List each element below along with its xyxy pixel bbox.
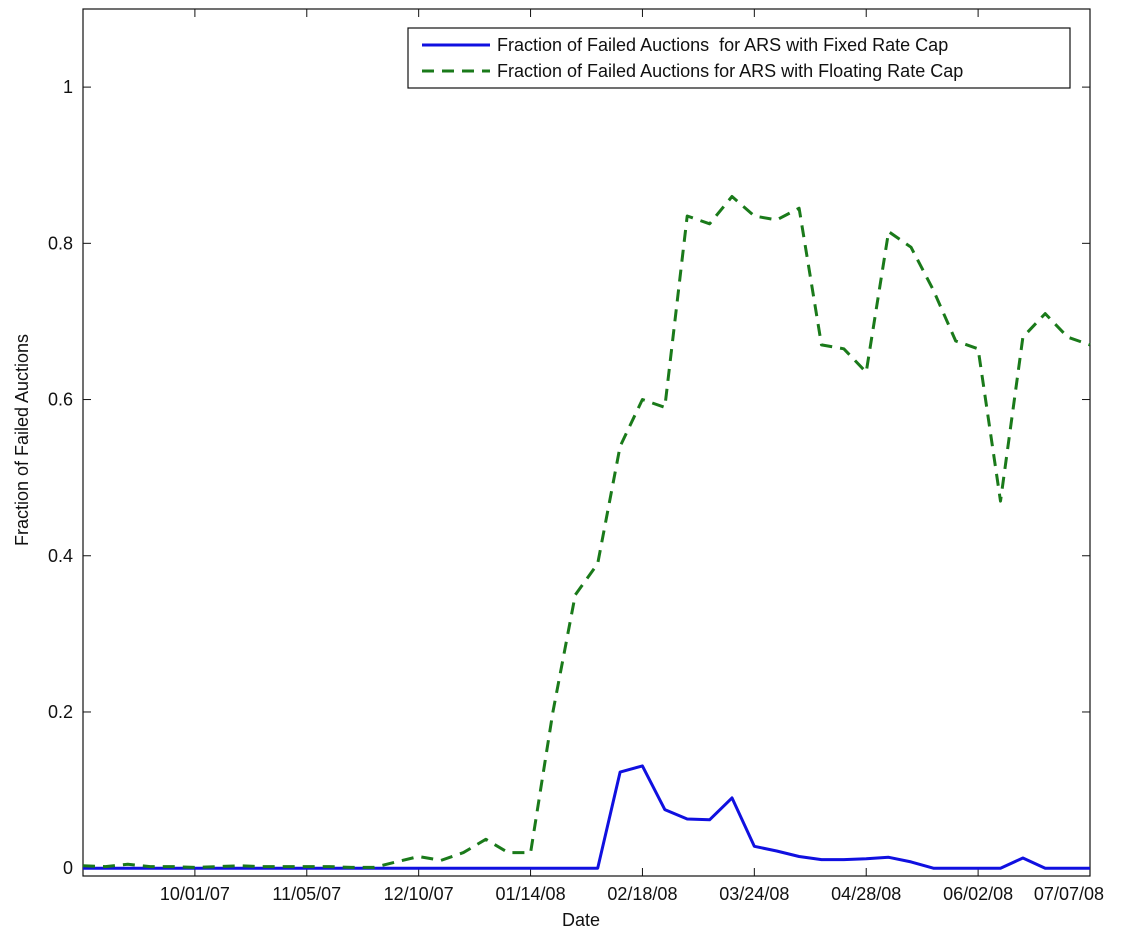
x-tick-label: 11/05/07	[272, 884, 341, 904]
y-tick-label: 0.4	[48, 546, 73, 566]
x-tick-label: 12/10/07	[384, 884, 454, 904]
y-tick-label: 0	[63, 858, 73, 878]
legend: Fraction of Failed Auctions for ARS with…	[407, 27, 1071, 89]
x-tick-label: 03/24/08	[719, 884, 789, 904]
x-tick-label: 06/02/08	[943, 884, 1013, 904]
legend-box	[407, 27, 1071, 89]
x-tick-label: 04/28/08	[831, 884, 901, 904]
x-axis-label: Date	[562, 910, 600, 930]
x-tick-label: 02/18/08	[607, 884, 677, 904]
y-tick-label: 1	[63, 77, 73, 97]
legend-label-floating-rate-cap: Fraction of Failed Auctions for ARS with…	[497, 61, 963, 81]
series-line-fixed-rate-cap	[83, 764, 1090, 870]
plot-area	[82, 8, 1091, 877]
series-layer	[82, 195, 1091, 870]
series-line-floating-rate-cap	[82, 195, 1091, 869]
y-axis: 0 0.2 0.4 0.6 0.8 1	[48, 77, 1090, 878]
y-tick-label: 0.8	[48, 233, 73, 253]
y-tick-label: 0.2	[48, 702, 73, 722]
x-tick-label: 07/07/08	[1034, 884, 1104, 904]
x-axis: 10/01/07 11/05/07 12/10/07 01/14/08 02/18/08…	[160, 9, 1104, 904]
x-tick-label: 10/01/07	[160, 884, 230, 904]
x-tick-label: 01/14/08	[496, 884, 566, 904]
y-axis-label: Fraction of Failed Auctions	[12, 334, 32, 546]
y-tick-label: 0.6	[48, 390, 73, 410]
legend-label-fixed-rate-cap: Fraction of Failed Auctions for ARS with…	[497, 35, 948, 55]
